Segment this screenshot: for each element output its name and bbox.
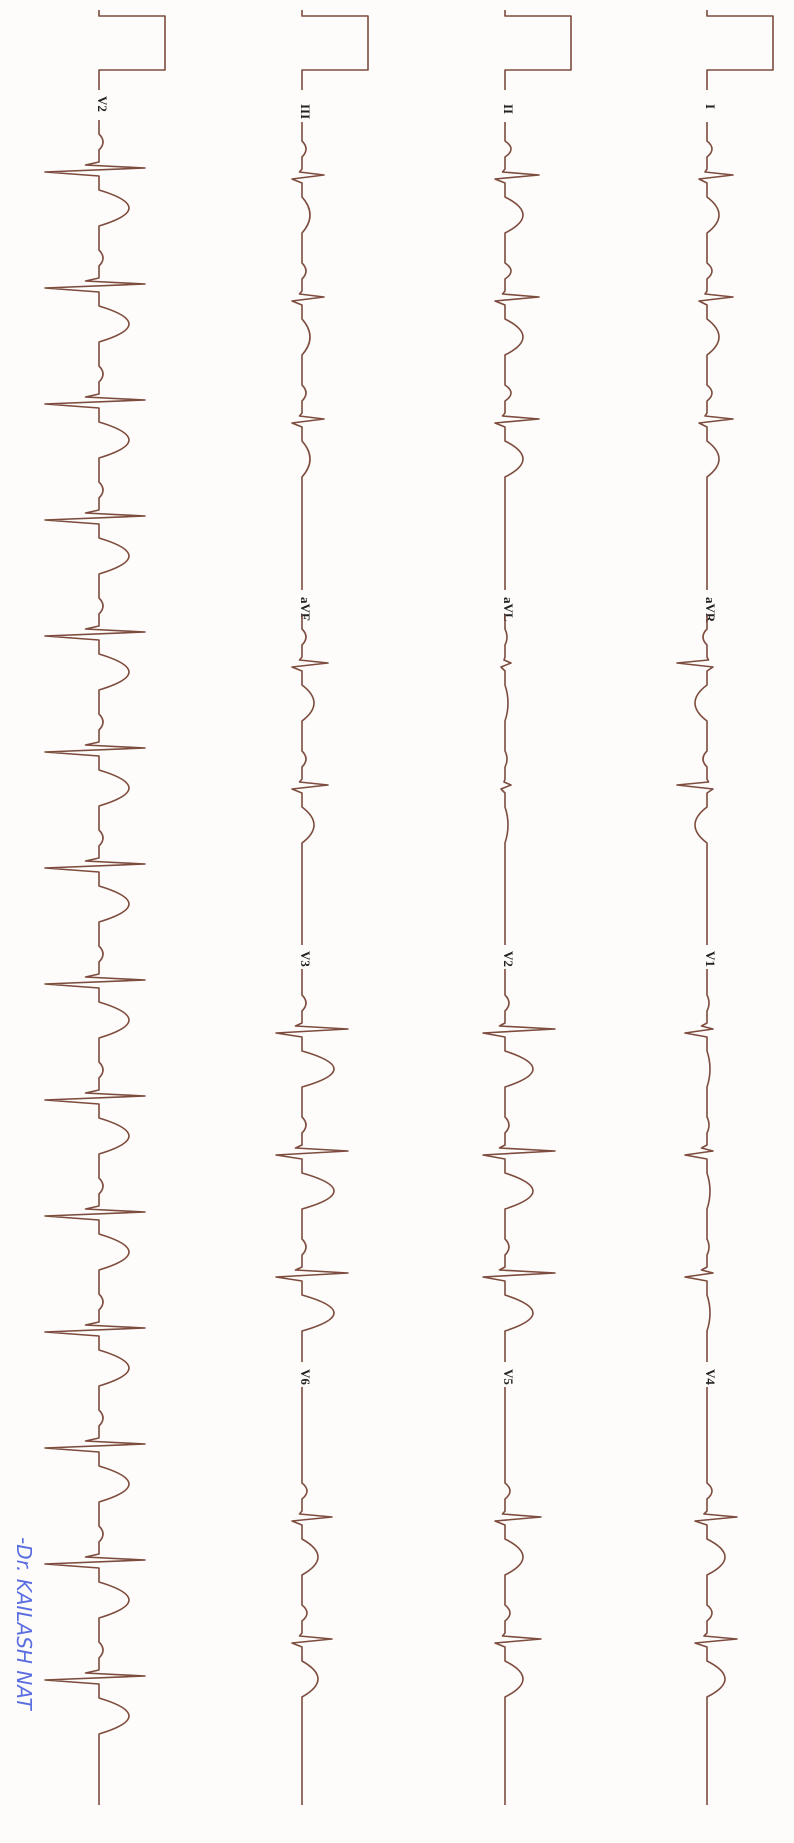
paper [0, 0, 794, 1843]
lead-label: V2 [95, 96, 110, 112]
lead-label: aVF [298, 597, 313, 621]
watermark: -Dr. KAILASH NAT [12, 1537, 36, 1712]
lead-label: aVR [703, 597, 718, 623]
ecg-sheet: -Dr. KAILASH NAT IaVR V1 V4 II aVL V2 V5 III aVF… [0, 0, 794, 1843]
lead-label: V5 [501, 1369, 516, 1385]
lead-label: I [703, 104, 718, 109]
lead-label: aVL [501, 597, 516, 622]
lead-label: II [501, 104, 516, 114]
lead-label: V2 [501, 951, 516, 967]
page: -Dr. KAILASH NAT IaVR V1 V4 II aVL V2 V5 III aVF… [0, 0, 794, 1843]
lead-label: V6 [298, 1369, 313, 1385]
lead-label: V4 [703, 1369, 718, 1385]
lead-label: III [298, 104, 313, 119]
lead-label: V1 [703, 951, 718, 967]
lead-label: V3 [298, 951, 313, 967]
